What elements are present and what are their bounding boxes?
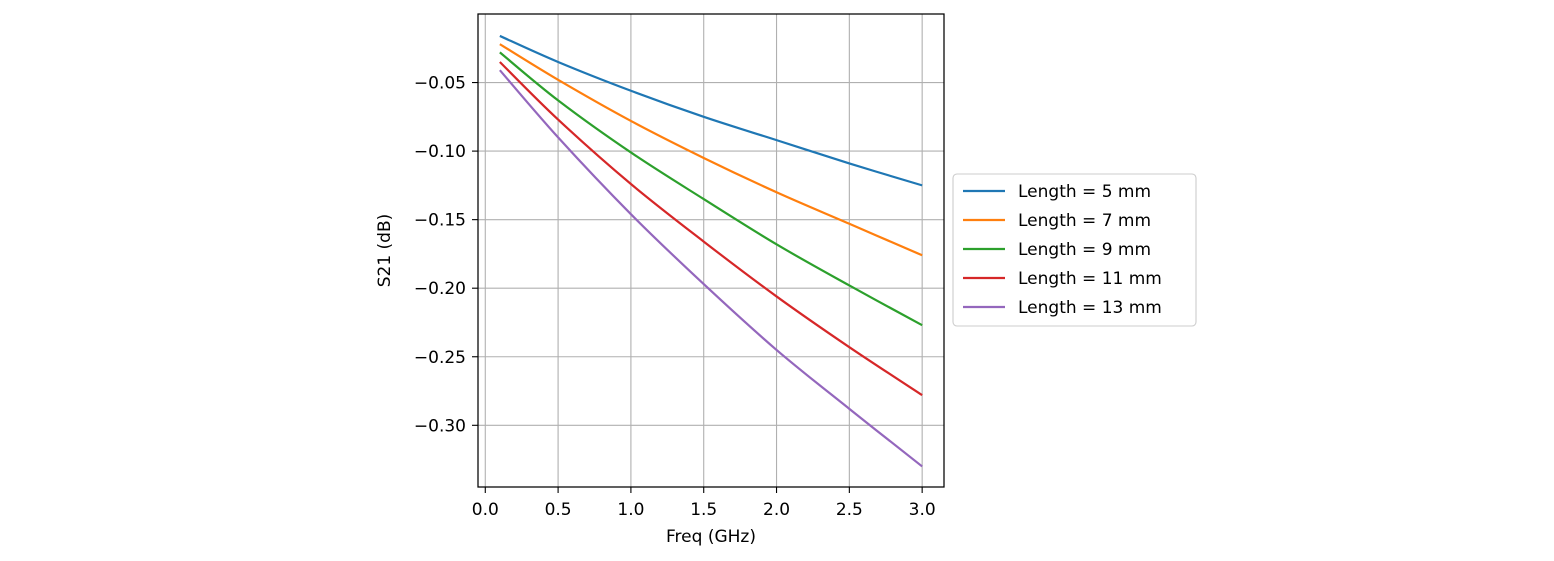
x-tick-label: 0.5 <box>545 500 572 520</box>
y-tick-label: −0.25 <box>414 348 466 368</box>
y-tick-label: −0.05 <box>414 74 466 94</box>
y-tick-label: −0.30 <box>414 416 466 436</box>
legend-entry-label: Length = 11 mm <box>1018 269 1162 289</box>
series-line-4 <box>499 61 923 397</box>
series-line-5 <box>499 69 923 468</box>
y-tick-label: −0.15 <box>414 211 466 231</box>
plot-frame <box>477 13 945 488</box>
x-tick-label: 3.0 <box>909 500 936 520</box>
x-tick-label: 0.0 <box>472 500 499 520</box>
series-line-1 <box>499 34 923 187</box>
axis-ticks: 0.0 0.5 1.0 1.5 2.0 2.5 3.0 −0.05 −0.10 −0.15 −0.2… <box>414 74 936 520</box>
legend-frame <box>952 173 1197 327</box>
series-line-2 <box>499 43 923 257</box>
series-line-3 <box>499 51 923 327</box>
y-tick-label: −0.20 <box>414 279 466 299</box>
y-tick-label: −0.10 <box>414 142 466 162</box>
legend-entry-label: Length = 7 mm <box>1018 211 1151 231</box>
legend-entry-label: Length = 9 mm <box>1018 240 1151 260</box>
series-lines <box>499 34 923 468</box>
x-tick-label: 1.0 <box>617 500 644 520</box>
grid <box>478 14 944 487</box>
y-axis-label: S21 (dB) <box>375 214 395 288</box>
legend: Length = 5 mm Length = 7 mm Length = 9 mm L… <box>952 173 1197 327</box>
legend-entry-label: Length = 5 mm <box>1018 182 1151 202</box>
x-axis-label: Freq (GHz) <box>666 527 756 547</box>
legend-entry-label: Length = 13 mm <box>1018 298 1162 318</box>
x-tick-label: 2.0 <box>763 500 790 520</box>
x-tick-label: 1.5 <box>690 500 717 520</box>
x-tick-label: 2.5 <box>836 500 863 520</box>
